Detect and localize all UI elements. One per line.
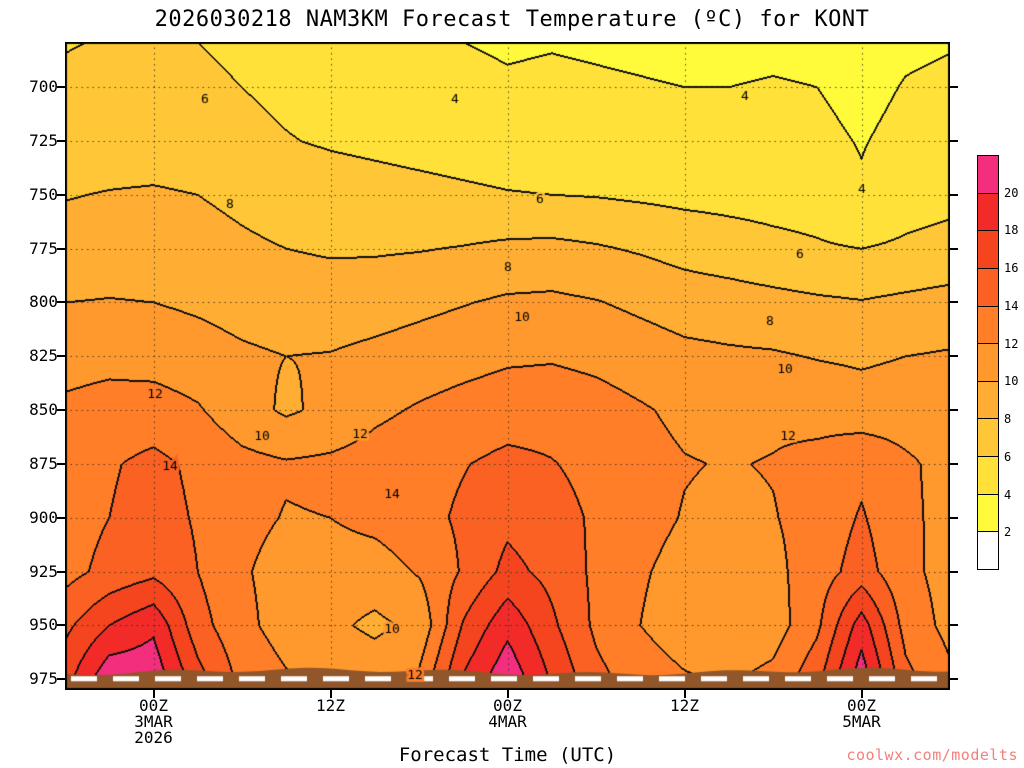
colorbar-band [978,306,998,345]
colorbar-band [978,156,998,194]
y-tickmark [57,193,65,196]
y-tickmark [57,86,65,89]
y-tickmark [57,678,65,681]
colorbar-band [978,532,998,570]
y-tickmark [950,516,958,519]
colorbar-tick-label-14: 14 [1004,298,1019,313]
x-tickmark [860,690,863,698]
x-tick-label-30-line2: 4MAR [488,712,527,731]
y-tickmark [57,516,65,519]
x-tickmark [329,690,332,698]
y-tickmark [950,247,958,250]
y-tickmark [950,409,958,412]
chart-title: 2026030218 NAM3KM Forecast Temperature (… [154,7,870,32]
colorbar-band [978,268,998,307]
y-tickmark [57,570,65,573]
colorbar-band [978,231,998,269]
colorbar-tick-label-10: 10 [1004,374,1019,389]
x-tickmark [506,690,509,698]
y-tick-label-950: 950 [29,615,58,635]
colorbar-band [978,419,998,458]
y-tick-label-725: 725 [29,131,58,151]
y-tickmark [950,462,958,465]
y-tickmark [950,355,958,358]
x-tickmark [683,690,686,698]
colorbar-temperature [977,155,999,570]
x-tick-label-18-line1: 12Z [316,696,345,715]
colorbar-tick-label-8: 8 [1004,412,1012,427]
y-tickmark [57,247,65,250]
x-tick-label-42-line1: 12Z [670,696,699,715]
x-tick-label-30-line1: 00Z [493,696,522,715]
colorbar-tick-label-16: 16 [1004,261,1019,276]
y-tick-label-925: 925 [29,561,58,581]
colorbar-band [978,494,998,533]
y-tick-label-975: 975 [29,669,58,689]
y-tick-label-750: 750 [29,184,58,204]
x-tick-label-54-line2: 5MAR [842,712,881,731]
colorbar-band [978,381,998,420]
colorbar-tick-label-12: 12 [1004,336,1019,351]
colorbar-tick-label-6: 6 [1004,449,1012,464]
x-tickmark [152,690,155,698]
y-tickmark [950,624,958,627]
x-tick-label-54-line1: 00Z [847,696,876,715]
y-tickmark [57,355,65,358]
colorbar-band [978,193,998,232]
x-tick-label-6-line1: 00Z [139,696,168,715]
y-tickmark [950,86,958,89]
y-tick-label-875: 875 [29,453,58,473]
plot-area [65,42,950,690]
watermark-link: coolwx.com/modelts [846,746,1018,764]
y-tick-label-900: 900 [29,507,58,527]
contour-plot-canvas [65,42,950,690]
x-axis-title: Forecast Time (UTC) [398,744,617,766]
colorbar-band [978,457,998,495]
y-tickmark [950,140,958,143]
x-tick-label-6-line2: 3MAR [134,712,173,731]
y-tick-label-775: 775 [29,238,58,258]
colorbar-tick-label-4: 4 [1004,487,1012,502]
y-tickmark [57,301,65,304]
y-tickmark [950,570,958,573]
y-tick-label-825: 825 [29,346,58,366]
y-tick-label-800: 800 [29,292,58,312]
x-tick-label-6-line3: 2026 [134,728,173,747]
y-tick-label-700: 700 [29,77,58,97]
y-tick-label-850: 850 [29,400,58,420]
y-tickmark [950,193,958,196]
colorbar-tick-label-18: 18 [1004,223,1019,238]
y-tickmark [57,409,65,412]
y-tickmark [950,301,958,304]
colorbar-tick-label-20: 20 [1004,185,1019,200]
y-tickmark [57,140,65,143]
colorbar-tick-label-2: 2 [1004,525,1012,540]
y-tickmark [57,624,65,627]
y-tickmark [950,678,958,681]
colorbar-band [978,344,998,382]
y-tickmark [57,462,65,465]
